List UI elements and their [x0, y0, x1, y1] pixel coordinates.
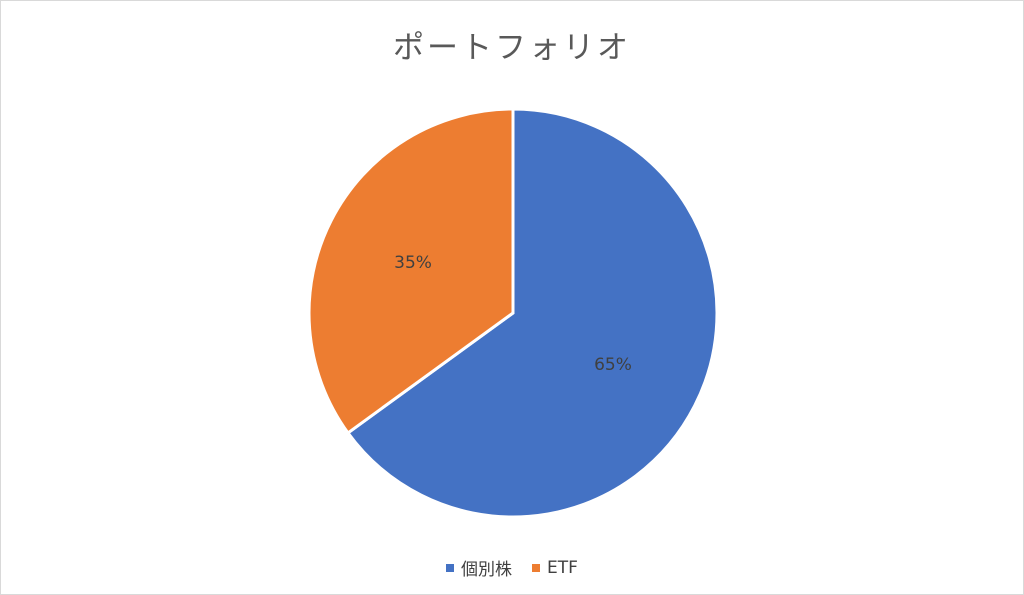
- legend-swatch-stocks: [446, 563, 455, 572]
- legend-swatch-etf: [532, 563, 541, 572]
- chart-title: ポートフォリオ: [393, 30, 631, 66]
- slice-stocks: [345, 107, 719, 519]
- legend-item-etf: ETF: [532, 558, 578, 578]
- slice-etf: [307, 107, 515, 436]
- legend: 個別株 ETF: [0, 555, 1024, 580]
- data-label-etf: 35%: [394, 253, 432, 273]
- legend-item-stocks: 個別株: [446, 555, 512, 580]
- legend-label-stocks: 個別株: [461, 560, 513, 580]
- legend-label-etf: ETF: [547, 557, 578, 578]
- data-label-stocks: 65%: [594, 355, 632, 375]
